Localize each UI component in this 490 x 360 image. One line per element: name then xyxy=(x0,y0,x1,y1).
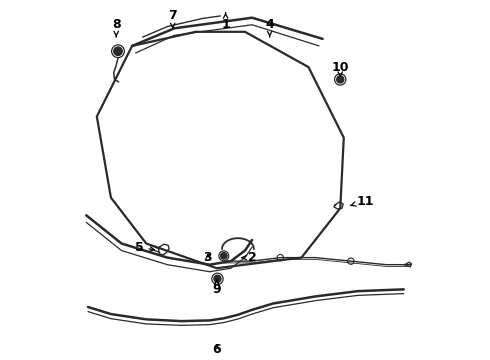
Text: 6: 6 xyxy=(213,343,221,356)
Text: 5: 5 xyxy=(135,240,154,253)
Text: 3: 3 xyxy=(204,251,212,264)
Circle shape xyxy=(214,275,221,282)
Text: 9: 9 xyxy=(213,280,221,296)
Circle shape xyxy=(114,47,122,55)
Text: 10: 10 xyxy=(332,60,349,77)
Text: 2: 2 xyxy=(242,251,256,264)
Text: 1: 1 xyxy=(221,13,230,31)
Text: 4: 4 xyxy=(265,18,274,37)
Circle shape xyxy=(220,253,227,259)
Text: 8: 8 xyxy=(112,18,121,37)
Circle shape xyxy=(337,76,344,83)
Text: 11: 11 xyxy=(351,195,374,208)
Text: 7: 7 xyxy=(168,9,177,28)
